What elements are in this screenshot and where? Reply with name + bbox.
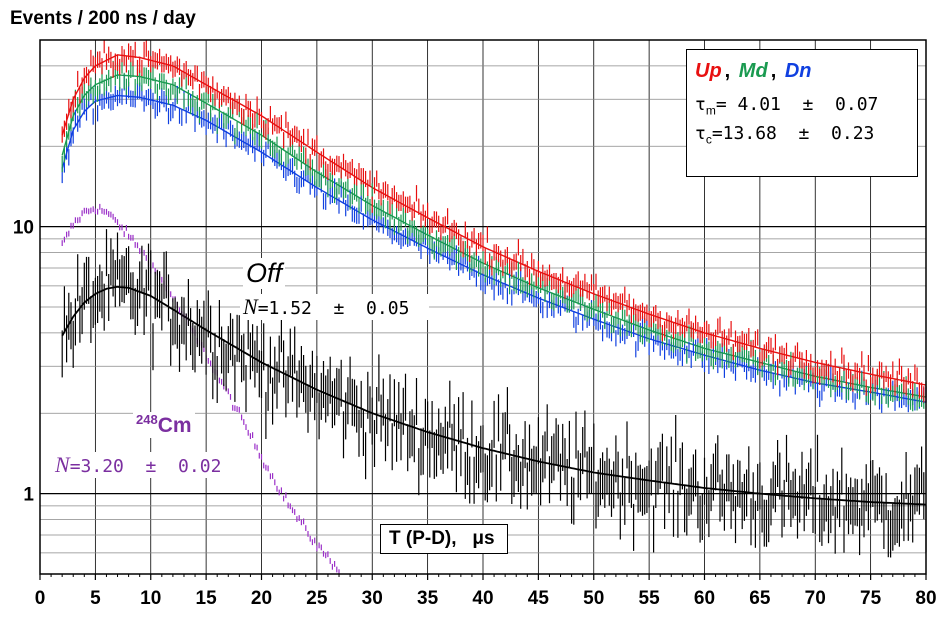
- off-n-annotation: N=1.52 ± 0.05: [240, 294, 430, 320]
- tau-c-value: =13.68 ± 0.23: [711, 123, 875, 144]
- x-tick-label: 0: [35, 588, 46, 609]
- data-points: [61, 40, 927, 574]
- x-tick-label: 40: [472, 588, 493, 609]
- y-tick-label: 1: [23, 485, 34, 506]
- cm-n-symbol: N: [55, 452, 70, 477]
- legend-separator: ,: [770, 60, 777, 82]
- x-tick-label: 35: [417, 588, 439, 609]
- off-n-symbol: N: [243, 294, 258, 319]
- x-tick-label: 50: [583, 588, 604, 609]
- y-axis-title: Events / 200 ns / day: [10, 8, 196, 29]
- x-tick-label: 80: [915, 588, 936, 609]
- legend: Up, Md, Dn τm= 4.01 ± 0.07 τc=13.68 ± 0.…: [686, 49, 918, 177]
- legend-dn: Dn: [784, 60, 812, 82]
- series-up: [61, 40, 927, 403]
- x-tick-label: 55: [639, 588, 661, 609]
- tau-c-subscript: c: [705, 132, 712, 147]
- cm248-label: 248Cm: [133, 412, 195, 438]
- legend-md: Md: [738, 60, 768, 82]
- cm-n-annotation: N=3.20 ± 0.02: [52, 452, 225, 478]
- x-tick-label: 45: [528, 588, 550, 609]
- x-tick-label: 60: [694, 588, 715, 609]
- x-tick-label: 5: [90, 588, 101, 609]
- x-tick-label: 70: [805, 588, 826, 609]
- off-label: Off: [243, 258, 286, 289]
- x-tick-label: 75: [860, 588, 882, 609]
- tau-m-subscript: m: [705, 103, 716, 118]
- x-tick-label: 20: [251, 588, 272, 609]
- x-tick-label: 65: [749, 588, 771, 609]
- x-tick-label: 25: [306, 588, 328, 609]
- axis-ticks: 0 5 10 15 20 25 30 35 40 45 50 55 60 65 70 75 80 10 1: [13, 218, 937, 609]
- x-tick-label: 15: [196, 588, 218, 609]
- legend-separator: ,: [724, 60, 731, 82]
- x-axis-title: T (P-D), μs: [380, 524, 508, 554]
- cm-n-value: =3.20 ± 0.02: [69, 456, 222, 477]
- legend-up: Up: [695, 60, 722, 82]
- cm-mass-number: 248: [136, 412, 158, 427]
- series-off: [61, 229, 927, 558]
- x-tick-label: 10: [140, 588, 161, 609]
- legend-series-row: Up, Md, Dn: [695, 60, 811, 83]
- off-n-value: =1.52 ± 0.05: [257, 298, 410, 319]
- cm-symbol: Cm: [157, 414, 192, 437]
- x-tick-label: 30: [362, 588, 383, 609]
- y-tick-label: 10: [13, 218, 34, 239]
- legend-tau-c: τc=13.68 ± 0.23: [695, 123, 875, 147]
- legend-tau-m: τm= 4.01 ± 0.07: [695, 94, 879, 118]
- tau-m-value: = 4.01 ± 0.07: [715, 94, 879, 115]
